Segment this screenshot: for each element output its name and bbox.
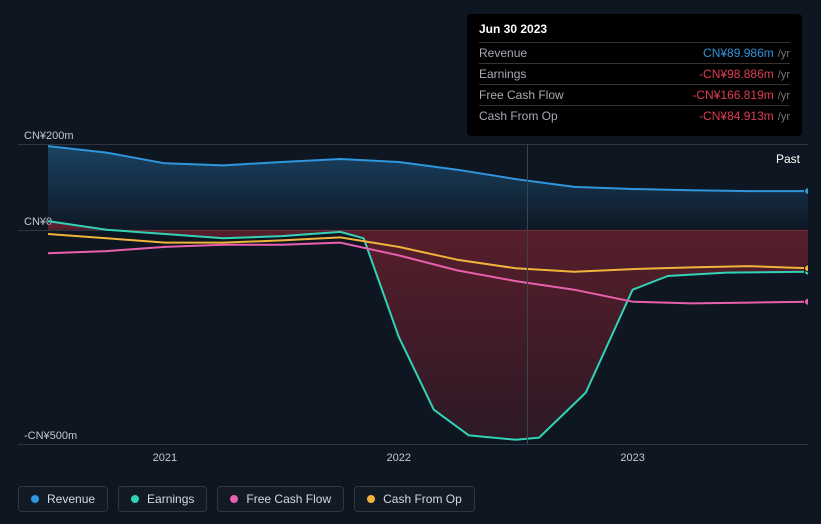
legend-label: Revenue xyxy=(47,492,95,506)
legend-label: Free Cash Flow xyxy=(246,492,331,506)
series-end-marker-fcf xyxy=(805,298,809,305)
tooltip-row-value: -CN¥166.819m/yr xyxy=(692,88,790,102)
series-end-marker-cfo xyxy=(805,265,809,272)
legend-item-earnings[interactable]: Earnings xyxy=(118,486,207,512)
past-label: Past xyxy=(776,152,800,166)
tooltip-row-value: -CN¥98.886m/yr xyxy=(699,67,790,81)
chart-svg xyxy=(48,144,808,444)
tooltip-row-value: CN¥89.986m/yr xyxy=(703,46,790,60)
y-tick-label: CN¥200m xyxy=(24,130,74,144)
x-tick-label: 2021 xyxy=(153,452,177,464)
tooltip-row-label: Free Cash Flow xyxy=(479,88,564,102)
legend-item-cfo[interactable]: Cash From Op xyxy=(354,486,475,512)
legend-label: Cash From Op xyxy=(383,492,462,506)
series-end-marker-revenue xyxy=(805,188,809,195)
x-tick-label: 2022 xyxy=(387,452,411,464)
financials-chart: CN¥200mCN¥0-CN¥500m Past 202120222023 xyxy=(18,120,808,460)
legend-swatch xyxy=(131,495,139,503)
chart-plot-area[interactable]: Past xyxy=(48,144,808,444)
tooltip-row-label: Earnings xyxy=(479,67,526,81)
current-date-line xyxy=(527,144,528,444)
tooltip-row: Earnings -CN¥98.886m/yr xyxy=(479,63,790,84)
legend-label: Earnings xyxy=(147,492,194,506)
tooltip-row-label: Revenue xyxy=(479,46,527,60)
tooltip-row: Revenue CN¥89.986m/yr xyxy=(479,42,790,63)
tooltip-row: Free Cash Flow -CN¥166.819m/yr xyxy=(479,84,790,105)
legend-swatch xyxy=(367,495,375,503)
data-tooltip: Jun 30 2023 Revenue CN¥89.986m/yr Earnings… xyxy=(467,14,802,136)
series-area-revenue xyxy=(48,146,808,230)
tooltip-date: Jun 30 2023 xyxy=(479,22,790,42)
y-gridline xyxy=(18,444,808,445)
legend-item-fcf[interactable]: Free Cash Flow xyxy=(217,486,344,512)
legend-swatch xyxy=(230,495,238,503)
x-tick-label: 2023 xyxy=(620,452,644,464)
legend-swatch xyxy=(31,495,39,503)
chart-legend: Revenue Earnings Free Cash Flow Cash From O… xyxy=(18,486,475,512)
legend-item-revenue[interactable]: Revenue xyxy=(18,486,108,512)
